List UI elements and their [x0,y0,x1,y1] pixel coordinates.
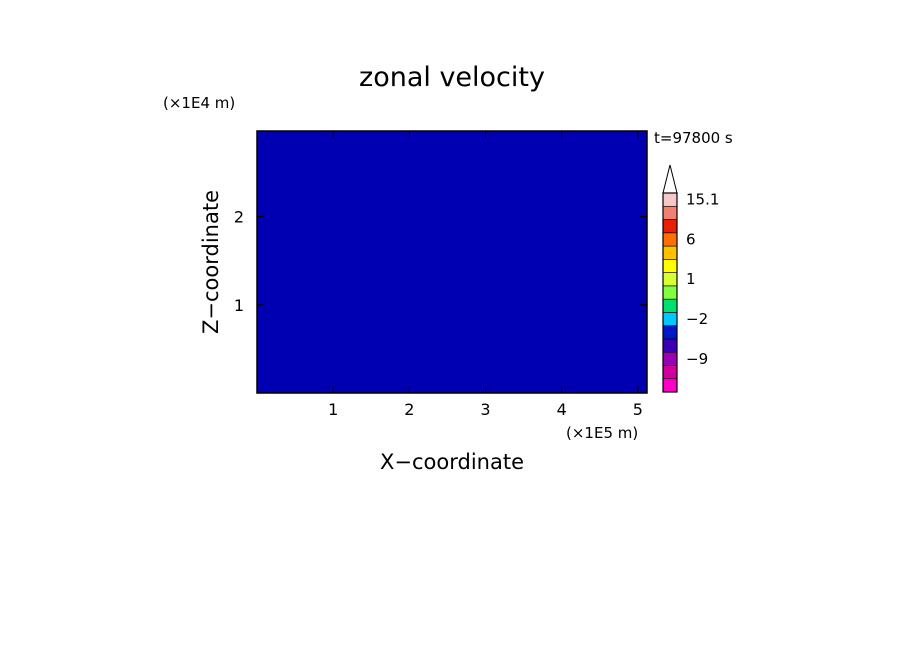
colorbar-bin [662,232,678,247]
colorbar-bin [662,365,678,380]
colorbar-bin [662,205,678,220]
y-unit-label: (×1E4 m) [163,94,235,112]
y-axis-ticks: 12 [234,208,647,315]
y-tick-label: 2 [234,208,244,227]
colorbar-frame [662,192,678,393]
x-axis-label: X−coordinate [380,450,524,474]
colorbar-extend-arrow [662,164,678,194]
colorbar-label: 6 [686,230,696,248]
x-tick-label: 2 [404,400,414,419]
x-unit-label: (×1E5 m) [566,424,638,442]
colorbar-bin [662,219,678,234]
x-tick-label: 1 [328,400,338,419]
colorbar-bin [662,298,678,313]
y-tick-label: 1 [234,296,244,315]
colorbar: −9 −2 1 6 15.1 [662,164,719,393]
colorbar-bin [662,325,678,340]
plot-frame [256,130,648,394]
colorbar-bin [662,192,678,207]
colorbar-bin [662,351,678,366]
colorbar-bin [662,312,678,326]
colorbar-bin [662,259,678,273]
chart-title: zonal velocity [359,62,545,93]
colorbar-bin [662,338,678,353]
x-tick-label: 3 [480,400,490,419]
colorbar-bin [662,272,678,287]
x-tick-label: 4 [557,400,567,419]
colorbar-bin [662,245,678,260]
y-axis-label: Z−coordinate [199,190,223,334]
colorbar-bin [662,378,678,393]
colorbar-label: −2 [686,310,708,328]
colorbar-label: −9 [686,350,708,368]
contour-field [257,131,647,393]
colorbar-label: 15.1 [686,191,719,209]
colorbar-bin [662,285,678,300]
x-axis-ticks: 1 2 3 4 5 [328,131,643,419]
x-tick-label: 5 [633,400,643,419]
colorbar-label: 1 [686,270,696,288]
time-label: t=97800 s [654,129,733,147]
